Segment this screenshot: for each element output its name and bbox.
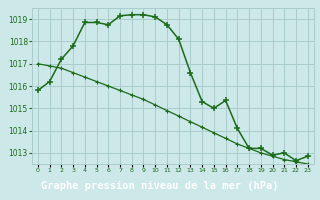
- Text: Graphe pression niveau de la mer (hPa): Graphe pression niveau de la mer (hPa): [41, 181, 279, 191]
